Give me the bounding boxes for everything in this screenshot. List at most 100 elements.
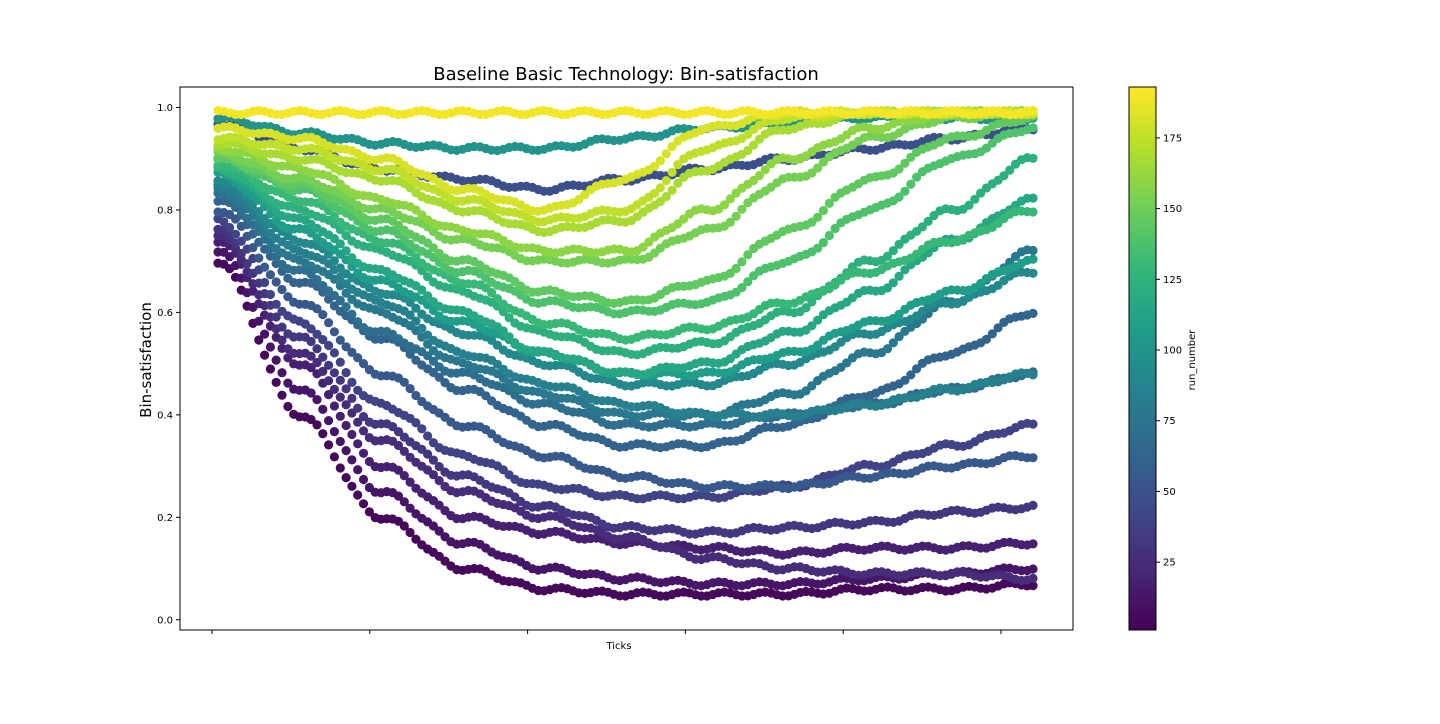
data-point [1028, 539, 1038, 549]
data-point [306, 414, 316, 425]
y-axis: 0.0 0.2 0.4 0.6 0.8 1.0 [157, 103, 180, 626]
series-run-190 [213, 106, 1038, 120]
data-point [731, 263, 741, 274]
data-point [254, 253, 264, 263]
data-point [347, 253, 357, 263]
data-point [312, 275, 322, 285]
data-point [358, 448, 369, 458]
data-point [271, 377, 281, 387]
data-point [1028, 123, 1038, 133]
data-point [312, 304, 322, 314]
data-point [900, 265, 910, 275]
data-point [813, 315, 823, 325]
data-point [405, 503, 415, 513]
data-point [225, 222, 235, 233]
data-point [504, 313, 514, 323]
data-point [254, 335, 264, 345]
data-point [324, 376, 334, 386]
data-point [271, 277, 281, 287]
data-point [743, 250, 753, 260]
data-point [1028, 106, 1038, 116]
data-point [335, 436, 345, 447]
data-point [399, 521, 409, 531]
data-point [650, 188, 660, 198]
data-point [318, 310, 328, 320]
data-point [1028, 370, 1038, 380]
series-run-145 [213, 111, 1038, 308]
data-point [353, 353, 363, 363]
data-point [987, 329, 997, 339]
data-point [1028, 564, 1038, 574]
data-point [900, 186, 910, 196]
data-point [341, 279, 351, 289]
data-point [423, 272, 433, 282]
data-point [335, 411, 345, 421]
data-point [405, 477, 415, 487]
data-point [813, 243, 823, 253]
data-point [813, 163, 823, 173]
data-point [393, 465, 404, 475]
data-point [725, 194, 735, 204]
data-point [1028, 207, 1038, 217]
data-point [312, 395, 322, 405]
data-point [248, 243, 258, 253]
data-point [725, 217, 735, 227]
data-point [661, 149, 671, 159]
data-point [1028, 581, 1038, 591]
data-point [254, 316, 264, 326]
data-point [411, 534, 421, 544]
data-point [353, 385, 363, 395]
data-point [818, 238, 829, 248]
data-point [265, 364, 275, 374]
data-point [650, 161, 660, 171]
colorbar-tick-label: 25 [1163, 558, 1176, 569]
data-point [1028, 153, 1038, 163]
data-point [306, 336, 316, 347]
data-point [801, 303, 811, 313]
data-point [1028, 254, 1038, 264]
data-point [353, 317, 363, 327]
data-point [434, 462, 444, 472]
data-point [912, 364, 922, 374]
data-point [964, 200, 974, 210]
data-point [260, 277, 270, 288]
data-point [341, 246, 351, 256]
data-point [818, 157, 829, 167]
data-point [277, 322, 287, 332]
data-point [673, 178, 683, 188]
data-point [283, 401, 293, 412]
data-point [271, 312, 281, 322]
data-point [760, 165, 770, 175]
data-point [312, 329, 322, 339]
data-point [265, 342, 275, 352]
data-point [661, 176, 671, 186]
data-point [434, 372, 444, 382]
series-run-152 [213, 106, 1038, 268]
data-point [318, 352, 328, 362]
data-point [329, 234, 339, 244]
data-point [399, 446, 409, 456]
data-point [329, 384, 339, 394]
colorbar-axis: 25 50 75 100 125 150 175 [1156, 133, 1182, 569]
data-point [312, 358, 322, 368]
data-point [324, 440, 334, 450]
data-point [981, 334, 992, 344]
data-point [888, 278, 898, 288]
data-point [923, 216, 933, 226]
data-point [882, 251, 893, 261]
data-point [1028, 419, 1038, 429]
plot-frame [179, 86, 1074, 631]
data-point [888, 338, 898, 348]
data-point [341, 368, 351, 378]
data-point [324, 360, 334, 370]
data-point [807, 381, 817, 391]
data-point [364, 507, 374, 517]
data-point [277, 284, 287, 295]
colorbar-tick-label: 100 [1163, 346, 1182, 357]
x-axis [211, 630, 1002, 634]
data-point [347, 481, 357, 491]
data-point [318, 404, 328, 414]
y-tick-label: 0.2 [157, 513, 173, 524]
data-point [341, 473, 351, 483]
data-point [271, 299, 281, 309]
